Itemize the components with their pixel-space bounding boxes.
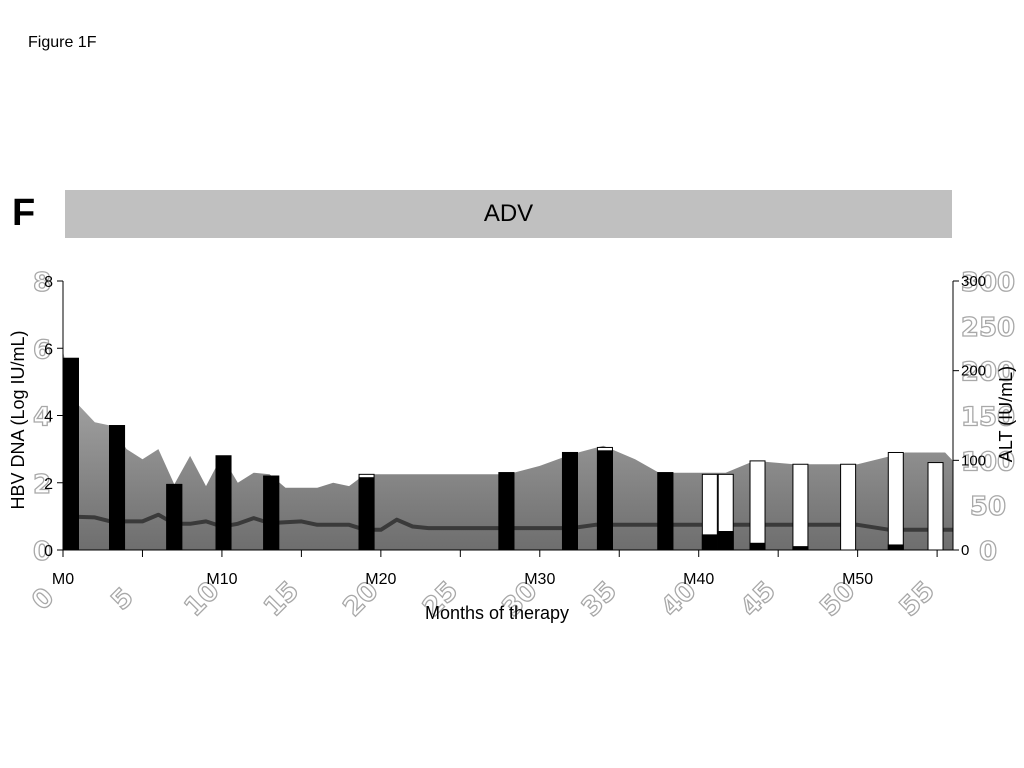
hbv-bar-filled: [657, 472, 674, 551]
ghost-y-right-label: 100: [961, 447, 1015, 477]
hbv-bar-filled: [498, 472, 515, 551]
y-left-tick-label: 2: [44, 476, 53, 493]
y-left-tick-label: 8: [44, 274, 53, 291]
x-axis-title: Months of therapy: [425, 603, 569, 623]
y-axis-right-title: ALT (IU/mL): [996, 366, 1016, 462]
hbv-bar-outline: [840, 463, 857, 551]
ghost-y-left-label: 6: [33, 335, 51, 365]
hbv-bar-filled: [358, 477, 375, 551]
ghost-x-label: 45: [735, 576, 782, 623]
hbv-bar-outline: [927, 462, 944, 551]
regimen-band-label: ADV: [483, 200, 534, 227]
x-tick-label: M0: [52, 571, 74, 588]
y-right-tick-label: 0: [961, 542, 969, 559]
hbv-bar-filled: [166, 483, 183, 551]
y-right-tick-label: 200: [961, 363, 986, 380]
hbv-bar-filled: [701, 534, 718, 551]
ghost-x-label: 55: [894, 576, 941, 623]
y-left-tick-label: 4: [44, 409, 53, 426]
hbv-bar-filled: [215, 455, 232, 551]
ghost-y-right-label: 300: [961, 268, 1015, 298]
axis-label-layer: 0 2 4 6 8 0 100 200 300 M0 M10 M20 M30 M40 M50 Months o…: [8, 273, 1016, 623]
ghost-y-right-label: 50: [970, 492, 1006, 522]
ghost-y-left-label: 0: [33, 537, 51, 567]
hbv-bar-filled: [62, 357, 79, 551]
x-tick-label: M30: [524, 571, 555, 588]
hbv-bar-outline: [887, 451, 904, 551]
x-tick-label: M40: [683, 571, 714, 588]
y-right-tick-label: 300: [961, 273, 986, 290]
y-left-tick-label: 6: [44, 341, 53, 358]
regimen-band: ADV: [65, 190, 952, 238]
ghost-y-right-label: 250: [961, 313, 1015, 343]
panel-letter: F: [12, 192, 36, 234]
ghost-x-label: 35: [576, 576, 623, 623]
hbv-bar-filled: [109, 425, 126, 551]
hbv-bar-filled: [596, 450, 613, 551]
y-left-tick-label: 0: [44, 543, 53, 560]
hbv-bar-filled: [561, 451, 578, 551]
y-right-tick-label: 100: [961, 452, 986, 469]
ghost-x-label: 15: [258, 576, 305, 623]
hbv-bar-outline: [792, 463, 809, 551]
hbv-bar-filled: [263, 475, 280, 551]
x-tick-label: M10: [206, 571, 237, 588]
hbv-bar-outline: [749, 460, 766, 551]
axis-layer: [57, 280, 959, 557]
ghost-y-left-label: 4: [33, 403, 51, 433]
ghost-y-left-label: 2: [33, 470, 51, 500]
ghost-x-label: 5: [106, 582, 140, 616]
ghost-y-right-label: 150: [961, 403, 1015, 433]
figure-caption: Figure 1F: [28, 34, 97, 51]
ghost-y-right-label: 200: [961, 358, 1015, 388]
ghost-y-right-label: 0: [979, 537, 997, 567]
hbv-bar-filled: [792, 546, 809, 551]
ghost-y-left-label: 8: [33, 268, 51, 298]
x-tick-label: M50: [842, 571, 873, 588]
x-tick-label: M20: [365, 571, 396, 588]
hbv-bar-filled: [887, 544, 904, 551]
y-axis-left-title: HBV DNA (Log IU/mL): [8, 330, 28, 509]
hbv-bar-filled: [717, 531, 734, 551]
hbv-bar-filled: [749, 542, 766, 551]
